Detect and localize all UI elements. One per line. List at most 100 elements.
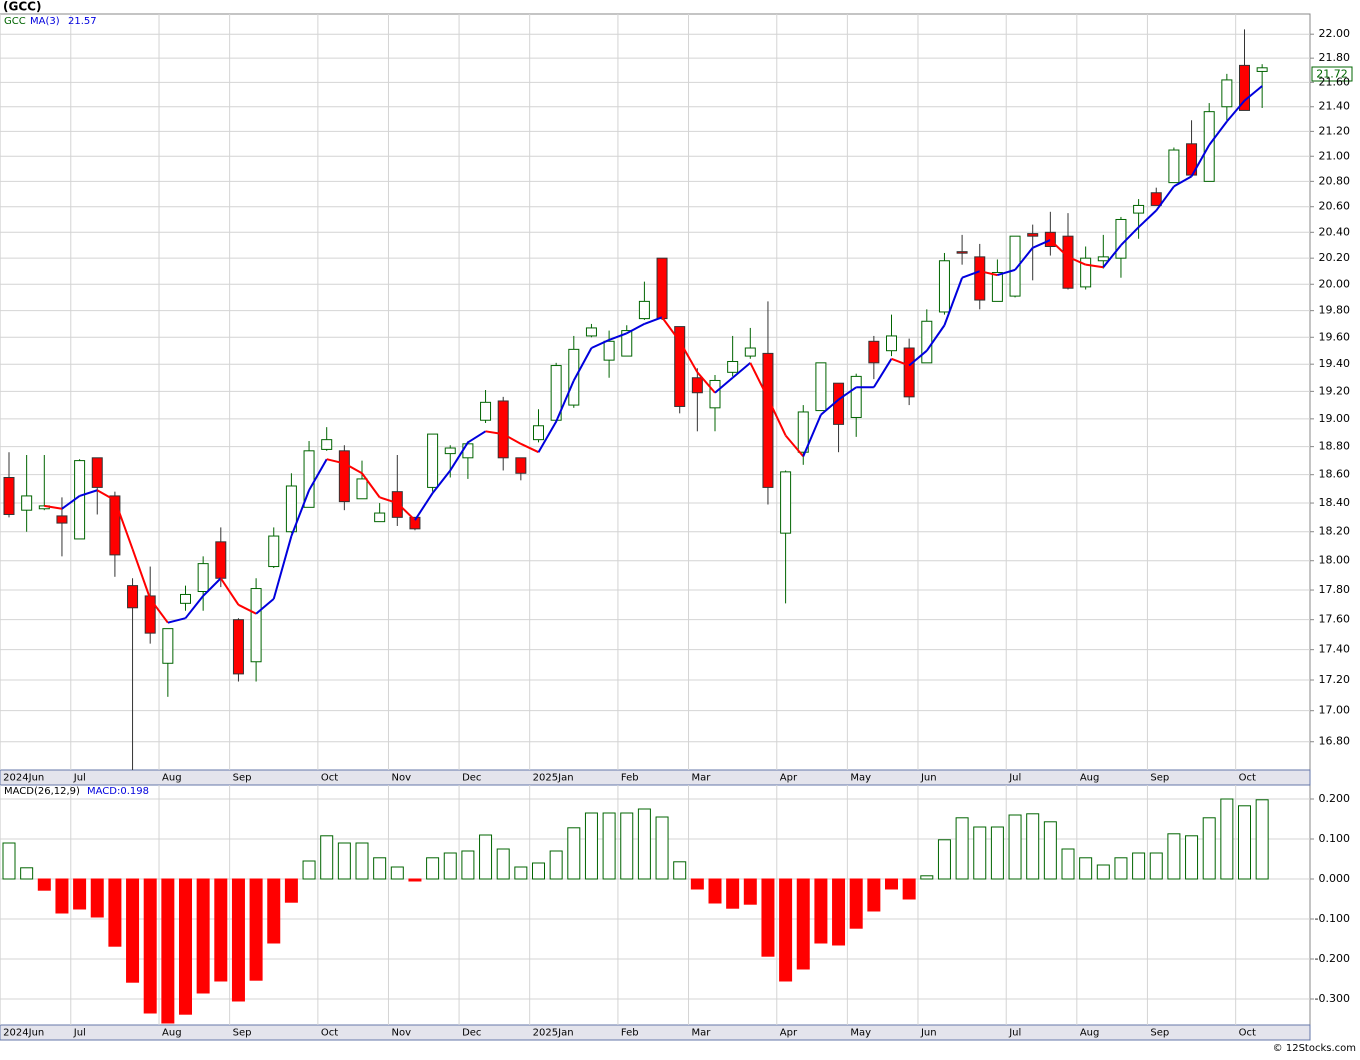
- y-tick-label: 19.00: [1319, 412, 1351, 425]
- macd-bar: [584, 812, 598, 880]
- ma-line: [961, 270, 981, 279]
- x-tick-label: Sep: [1150, 773, 1169, 784]
- ma-line: [431, 469, 452, 494]
- macd-bar: [320, 835, 334, 880]
- ma-line: [696, 371, 716, 394]
- macd-bar: [1238, 805, 1251, 880]
- candle-body: [338, 450, 350, 503]
- ma-line: [219, 577, 240, 606]
- macd-bar: [408, 878, 422, 882]
- candle-body: [585, 327, 597, 337]
- macd-bar: [796, 878, 810, 970]
- ma-line: [467, 430, 487, 444]
- macd-bar: [726, 878, 740, 909]
- candle-body: [1221, 79, 1233, 108]
- y-tick-label: 20.20: [1319, 251, 1351, 264]
- macd-bar: [955, 817, 969, 880]
- macd-bar: [355, 842, 369, 880]
- y-tick-label: -0.200: [1315, 952, 1350, 965]
- ma-line: [1014, 247, 1034, 271]
- x-tick-label: Oct: [1239, 1028, 1256, 1039]
- macd-bar: [1096, 864, 1110, 880]
- y-tick-label: 17.20: [1319, 673, 1351, 686]
- ma-line: [326, 458, 345, 465]
- ma-line: [591, 339, 610, 349]
- macd-bar: [2, 842, 16, 880]
- candle-body: [621, 330, 633, 357]
- macd-bar: [126, 878, 140, 983]
- candle-body: [850, 375, 862, 418]
- ma-line: [502, 433, 522, 445]
- ma-line: [714, 376, 734, 394]
- candle-body: [285, 485, 297, 533]
- ma-line: [1243, 85, 1263, 102]
- candle-body: [1133, 204, 1145, 214]
- macd-panel: [0, 784, 1311, 1026]
- x-tick-label: Jul: [1008, 1028, 1021, 1039]
- macd-bar: [1202, 817, 1216, 880]
- candle-body: [480, 401, 492, 421]
- candle-body: [444, 447, 456, 455]
- ma-line: [396, 502, 416, 521]
- x-tick-label: Dec: [462, 1028, 481, 1039]
- macd-bar: [302, 860, 316, 880]
- macd-bar: [973, 826, 987, 880]
- macd-bar: [1026, 813, 1040, 880]
- macd-bar: [620, 812, 634, 880]
- ma-line: [167, 617, 186, 624]
- macd-bar: [1008, 814, 1022, 880]
- macd-bar: [1114, 857, 1128, 880]
- y-tick-label: 18.60: [1319, 468, 1351, 481]
- candle-body: [303, 450, 315, 508]
- macd-bar: [867, 878, 881, 912]
- candle-body: [956, 251, 968, 254]
- candle-body: [3, 477, 15, 515]
- macd-bar: [1043, 821, 1057, 880]
- macd-bar: [1220, 798, 1234, 880]
- candle-body: [462, 443, 474, 459]
- x-tick-label: Aug: [1080, 1028, 1100, 1039]
- ma-line: [255, 598, 275, 615]
- candle-body: [815, 362, 827, 412]
- macd-bar: [108, 878, 122, 947]
- macd-bar: [1185, 835, 1199, 880]
- ma-line: [644, 316, 663, 325]
- footer: © 12Stocks.com: [1273, 1043, 1356, 1054]
- candle-body: [427, 433, 439, 488]
- macd-bar: [708, 878, 722, 904]
- macd-bar: [549, 850, 563, 880]
- candle-body: [268, 535, 280, 568]
- candle-body: [656, 257, 668, 320]
- candle-body: [1256, 67, 1268, 72]
- ma-line: [1190, 144, 1211, 177]
- macd-bar: [849, 878, 863, 929]
- macd-value: MACD:0.198: [87, 786, 149, 797]
- macd-bar: [1079, 857, 1093, 880]
- macd-bar: [779, 878, 793, 982]
- macd-bar: [337, 842, 351, 880]
- x-tick-label: Feb: [621, 1028, 639, 1039]
- ma-line: [555, 380, 575, 423]
- ma-line: [202, 577, 222, 597]
- x-tick-label: Aug: [162, 1028, 182, 1039]
- candle-body: [21, 495, 33, 511]
- candle-body: [109, 495, 121, 556]
- macd-bar: [196, 878, 210, 994]
- candle-body: [391, 491, 403, 518]
- x-tick-label: Mar: [692, 773, 712, 784]
- candle-body: [1009, 235, 1021, 297]
- x-tick-label: Nov: [391, 773, 411, 784]
- x-tick-label: May: [850, 773, 871, 784]
- candle-body: [321, 439, 333, 450]
- candle-body: [1027, 233, 1039, 237]
- macd-bar: [37, 878, 51, 891]
- y-tick-label: 17.00: [1319, 704, 1351, 717]
- ma-line: [820, 398, 840, 416]
- ma-line: [925, 324, 946, 352]
- y-tick-label: 21.20: [1319, 124, 1351, 137]
- legend-symbol: GCC: [4, 16, 26, 27]
- y-tick-label: 18.20: [1319, 525, 1351, 538]
- y-tick-label: 21.80: [1319, 51, 1351, 64]
- ma-line: [872, 358, 893, 388]
- x-tick-label: Jul: [1008, 773, 1021, 784]
